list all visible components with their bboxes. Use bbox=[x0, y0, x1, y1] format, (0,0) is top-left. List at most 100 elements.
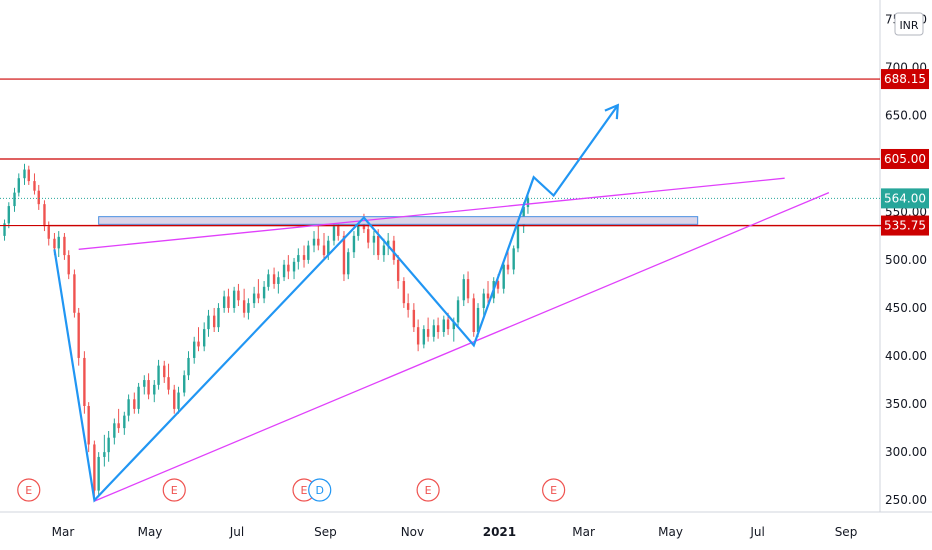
candle bbox=[307, 240, 310, 264]
candle-body bbox=[133, 399, 136, 409]
currency-indicator[interactable]: INR bbox=[894, 12, 924, 36]
candle-body bbox=[267, 274, 270, 287]
event-circle bbox=[162, 478, 186, 502]
candle bbox=[502, 259, 505, 294]
event-label: E bbox=[301, 484, 308, 497]
candle-body bbox=[257, 293, 260, 299]
candle bbox=[436, 317, 440, 339]
candle-body bbox=[252, 293, 256, 304]
candle bbox=[153, 380, 156, 403]
candle-body bbox=[163, 365, 166, 378]
dividend-marker[interactable]: D bbox=[308, 478, 332, 502]
candle bbox=[23, 163, 26, 185]
event-label: E bbox=[25, 484, 32, 497]
candle-body bbox=[382, 245, 386, 256]
candle bbox=[297, 248, 300, 270]
candle bbox=[193, 336, 196, 364]
candle-body bbox=[173, 389, 176, 409]
x-tick-label: 2021 bbox=[483, 525, 516, 539]
candle bbox=[416, 319, 420, 352]
candle-body bbox=[416, 327, 420, 345]
candle bbox=[183, 370, 186, 397]
candle bbox=[252, 286, 256, 308]
earnings-marker[interactable]: E bbox=[542, 478, 566, 502]
candle bbox=[147, 373, 150, 400]
candle bbox=[406, 293, 410, 318]
candle-body bbox=[262, 286, 266, 299]
candle bbox=[302, 245, 306, 268]
candle-body bbox=[237, 290, 240, 301]
candle bbox=[57, 231, 60, 258]
candle-body bbox=[372, 235, 376, 243]
candle-body bbox=[83, 357, 86, 406]
candle bbox=[217, 303, 220, 332]
earnings-marker[interactable]: E bbox=[162, 478, 186, 502]
candle bbox=[232, 286, 236, 313]
candle-body bbox=[337, 226, 340, 236]
candle-body bbox=[302, 255, 306, 260]
candle-body bbox=[147, 380, 150, 395]
x-tick-label: Jul bbox=[749, 525, 764, 539]
candle-body bbox=[222, 296, 226, 308]
candle bbox=[347, 248, 350, 280]
candle-body bbox=[23, 169, 26, 179]
candle-body bbox=[482, 293, 485, 308]
candle bbox=[422, 325, 426, 349]
candle bbox=[482, 288, 485, 316]
candle bbox=[167, 363, 170, 395]
price-badge-label: 535.75 bbox=[884, 219, 926, 233]
candle bbox=[462, 274, 465, 307]
candle-body bbox=[277, 277, 280, 284]
candle bbox=[322, 232, 326, 260]
earnings-marker[interactable]: E bbox=[17, 478, 41, 502]
candle-body bbox=[406, 303, 410, 310]
candle bbox=[212, 307, 216, 332]
candle-body bbox=[67, 255, 70, 275]
earnings-marker[interactable]: E bbox=[416, 478, 440, 502]
candle-body bbox=[107, 437, 110, 453]
candle-body bbox=[476, 307, 480, 332]
candle-body bbox=[357, 221, 360, 236]
trendline bbox=[94, 192, 830, 502]
x-tick-label: Mar bbox=[572, 525, 595, 539]
candle bbox=[272, 267, 276, 289]
event-label: D bbox=[315, 484, 323, 497]
x-tick-label: Nov bbox=[401, 525, 424, 539]
candle bbox=[143, 375, 146, 395]
candle-body bbox=[153, 384, 156, 395]
y-tick-label: 250.00 bbox=[885, 493, 927, 507]
candle-body bbox=[436, 325, 440, 332]
candle bbox=[512, 245, 515, 275]
candle-body bbox=[157, 365, 160, 385]
candle-body bbox=[193, 341, 196, 358]
y-tick-label: 650.00 bbox=[885, 109, 927, 123]
price-badge-label: 688.15 bbox=[884, 72, 926, 86]
x-tick-label: May bbox=[138, 525, 163, 539]
candle-body bbox=[63, 236, 66, 256]
candle-body bbox=[312, 238, 316, 246]
candle bbox=[472, 293, 475, 337]
candle bbox=[187, 351, 190, 381]
candle bbox=[63, 232, 66, 260]
candle-body bbox=[197, 341, 200, 347]
candle-body bbox=[506, 264, 510, 270]
candle-body bbox=[396, 259, 400, 282]
candle-body bbox=[332, 226, 336, 241]
price-badge-bg bbox=[881, 188, 929, 209]
candle-body bbox=[386, 240, 390, 246]
candle-body bbox=[202, 329, 206, 347]
event-label: E bbox=[171, 484, 178, 497]
price-badge-bg bbox=[881, 148, 929, 169]
candle-body bbox=[87, 406, 90, 445]
candle bbox=[287, 255, 290, 280]
candle-body bbox=[167, 377, 170, 390]
candle-body bbox=[137, 386, 140, 409]
candle bbox=[197, 327, 200, 352]
candle-body bbox=[27, 169, 30, 182]
event-circle bbox=[308, 478, 332, 502]
candle-body bbox=[33, 181, 36, 191]
candle-body bbox=[7, 206, 11, 224]
candle bbox=[207, 309, 210, 337]
